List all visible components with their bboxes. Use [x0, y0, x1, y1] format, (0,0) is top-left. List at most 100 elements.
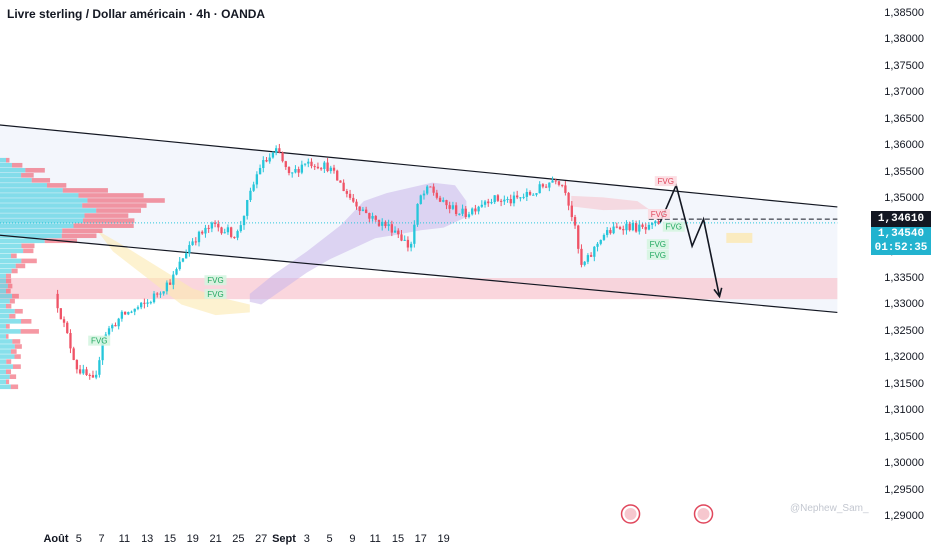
candle-body — [101, 338, 104, 361]
candle-body — [181, 258, 185, 262]
volume-profile-bar-up — [0, 308, 15, 314]
volume-profile-bar-down — [14, 344, 22, 349]
candle-body — [140, 302, 143, 308]
time-tick-label: 15 — [391, 533, 405, 545]
candle-body — [69, 333, 72, 349]
volume-profile-bar-down — [15, 263, 26, 269]
volume-profile-bar-up — [0, 258, 22, 264]
candle-body — [88, 374, 91, 376]
candle-body — [561, 184, 564, 186]
time-axis[interactable]: Août 5 7 11 13 15 19 21 25 27 Sept 3 5 9 11 15 17 19 — [0, 530, 870, 550]
candle-body — [397, 230, 400, 235]
candle-body — [252, 184, 255, 191]
candle-body — [638, 224, 641, 232]
time-tick-label: 9 — [349, 533, 356, 545]
candle-body — [393, 230, 397, 233]
candle-body — [274, 148, 278, 153]
candle-body — [226, 227, 230, 233]
candle-body — [143, 302, 146, 304]
volume-profile-bar-up — [0, 288, 6, 294]
candle-body — [641, 224, 644, 227]
fvg-label-bg — [88, 335, 111, 346]
volume-profile-bar-up — [0, 218, 83, 223]
candle-body — [204, 227, 207, 234]
price-tick-label: 1,33500 — [884, 271, 924, 284]
candle-body — [95, 374, 98, 378]
candle-body — [618, 227, 622, 230]
candle-body — [454, 205, 458, 215]
fvg-label-bg — [654, 176, 677, 187]
target-price-badge: 1,34610 — [871, 211, 931, 228]
candle-body — [329, 167, 332, 172]
candle-body — [207, 227, 210, 229]
volume-profile-bar-down — [10, 349, 17, 354]
time-tick-label: 3 — [303, 533, 310, 545]
volume-profile-bar-up — [0, 263, 16, 269]
candle-body — [326, 162, 329, 172]
candle-body — [210, 222, 214, 229]
volume-profile-bar-up — [0, 178, 32, 183]
candle-body — [364, 209, 368, 214]
price-tick-label: 1,36500 — [884, 112, 924, 125]
price-tick-label: 1,36000 — [884, 139, 924, 152]
volume-profile-bar-down — [9, 374, 17, 380]
candle-body — [111, 325, 114, 329]
volume-profile-bar-down — [6, 379, 10, 385]
candle-body — [480, 204, 483, 207]
candle-body — [519, 197, 522, 199]
us-flag-icon — [693, 504, 714, 524]
time-tick-label: 7 — [98, 533, 105, 545]
candle-body — [297, 169, 300, 173]
time-tick-label: 5 — [326, 533, 333, 545]
candle-body — [544, 186, 548, 188]
candle-body — [612, 226, 615, 234]
candle-body — [294, 169, 297, 173]
candle-body — [368, 213, 371, 219]
current-price-badge: 1,34540 — [871, 227, 931, 242]
candle-body — [178, 261, 181, 270]
candle-body — [419, 195, 422, 204]
candle-body — [300, 164, 304, 173]
volume-profile-bar-up — [0, 233, 62, 239]
candle-body — [528, 191, 532, 195]
candle-body — [384, 221, 387, 227]
candle-body — [284, 161, 287, 168]
candle-body — [432, 186, 435, 193]
candle-body — [438, 197, 442, 202]
price-tick-label: 1,31500 — [884, 377, 924, 390]
fvg-label-bg — [662, 221, 685, 232]
volume-profile-bar-up — [0, 319, 22, 324]
candle-body — [458, 213, 461, 215]
volume-profile-bar-up — [0, 344, 15, 349]
candle-body — [82, 369, 85, 374]
candle-body — [355, 201, 358, 207]
candle-body — [593, 246, 596, 257]
volume-profile-bar-down — [12, 339, 21, 344]
price-axis[interactable]: 1,38500 1,38000 1,37500 1,37000 1,36500 1,360… — [870, 0, 932, 530]
candle-body — [589, 255, 593, 257]
candle-body — [644, 226, 647, 230]
candle-body — [477, 206, 480, 212]
candle-body — [573, 217, 577, 226]
volume-profile-bar-up — [0, 379, 6, 385]
candle-body — [422, 193, 426, 196]
candle-body — [168, 282, 172, 285]
fvg-label-bg — [646, 249, 669, 260]
volume-profile-bar-up — [0, 188, 63, 193]
candle-body — [213, 222, 217, 224]
volume-profile-bar-up — [0, 248, 24, 254]
candle-body — [622, 229, 625, 231]
volume-profile-bar-up — [0, 268, 12, 274]
volume-profile-bar-up — [0, 238, 45, 244]
volume-profile-bar-down — [73, 223, 134, 228]
candle-body — [490, 202, 493, 204]
volume-profile-bar-down — [14, 354, 21, 359]
candle-body — [188, 245, 191, 254]
candle-body — [483, 201, 487, 205]
candle-body — [56, 293, 59, 309]
time-tick-label: 5 — [75, 533, 82, 545]
candle-body — [657, 221, 660, 224]
candle-body — [647, 224, 651, 230]
fvg-label: FVG — [650, 251, 666, 260]
